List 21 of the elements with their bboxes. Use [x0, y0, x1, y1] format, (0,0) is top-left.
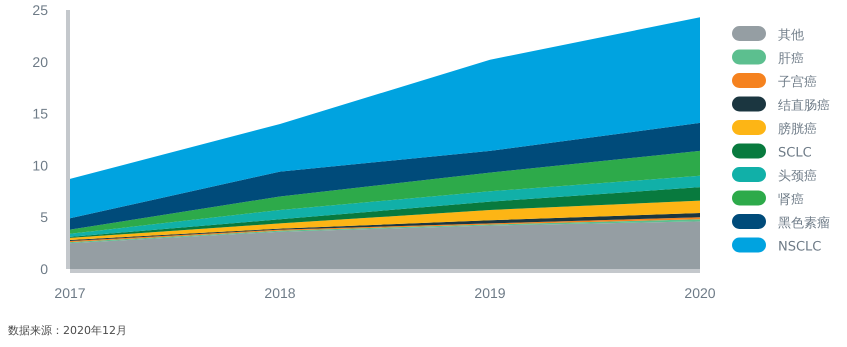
legend-label: 子宫癌 — [778, 74, 817, 90]
legend-label: 黑色素瘤 — [778, 215, 830, 231]
legend-label: SCLC — [778, 146, 812, 160]
legend-label: NSCLC — [778, 240, 822, 254]
y-tick-label: 15 — [32, 106, 48, 122]
legend-label: 其他 — [778, 28, 804, 43]
legend-label: 头颈癌 — [778, 169, 817, 184]
y-tick-label: 0 — [40, 261, 48, 277]
legend-label: 结直肠癌 — [778, 98, 830, 114]
x-tick-label: 2017 — [54, 285, 86, 301]
y-tick-label: 10 — [32, 157, 48, 174]
x-tick-label: 2018 — [264, 285, 296, 301]
legend-label: 膀胱癌 — [778, 122, 817, 137]
y-tick-label: 20 — [32, 54, 48, 70]
source-note: 数据来源：2020年12月 — [8, 324, 127, 337]
x-tick-label: 2019 — [474, 285, 506, 301]
y-tick-label: 25 — [32, 2, 48, 18]
y-tick-label: 5 — [40, 209, 48, 226]
x-tick-label: 2020 — [684, 285, 716, 301]
legend-label: 肝癌 — [778, 52, 804, 66]
legend-label: 肾癌 — [778, 192, 804, 208]
